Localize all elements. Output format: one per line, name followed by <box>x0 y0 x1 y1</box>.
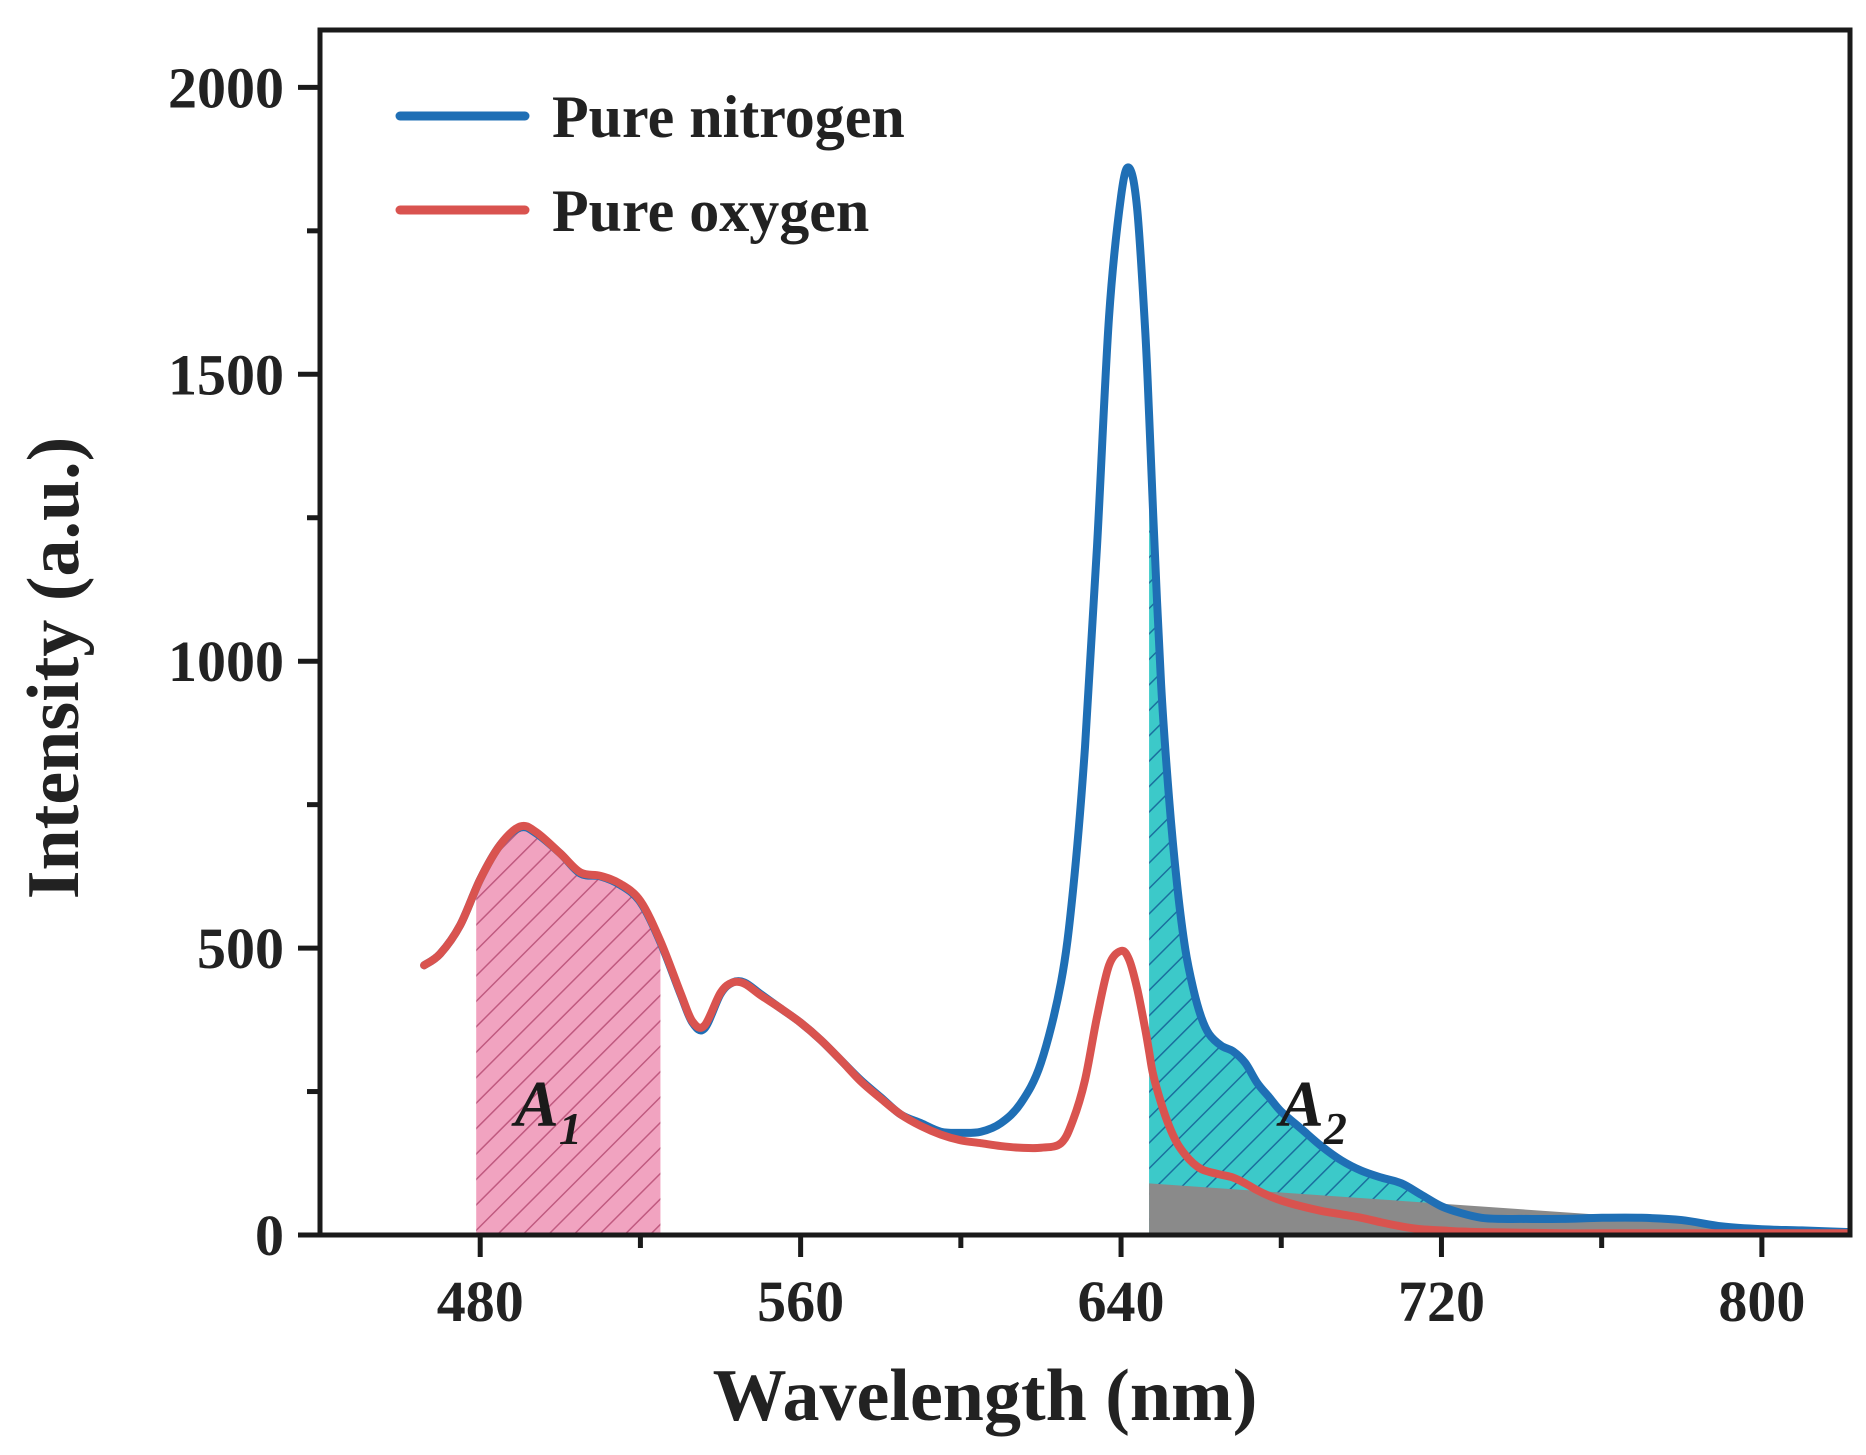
region-a2 <box>1149 414 1850 1235</box>
x-tick-label-720: 720 <box>1398 1269 1485 1334</box>
axis-ticks: 480 560 640 720 800 0 500 1000 1500 2000 <box>168 55 1805 1334</box>
y-tick-label-500: 500 <box>197 916 284 981</box>
y-tick-label-0: 0 <box>255 1203 284 1268</box>
region-label-a1: A1 <box>511 1068 582 1154</box>
x-axis-title: Wavelength (nm) <box>713 1355 1258 1437</box>
x-tick-label-480: 480 <box>437 1269 524 1334</box>
y-tick-label-1500: 1500 <box>168 342 284 407</box>
axes-frame <box>317 27 1853 1238</box>
y-tick-label-2000: 2000 <box>168 55 284 120</box>
series-line-pure-oxygen <box>420 821 1850 1235</box>
legend: Pure nitrogen Pure oxygen <box>395 84 905 244</box>
series-lines <box>420 163 1850 1235</box>
y-tick-label-1000: 1000 <box>168 629 284 694</box>
legend-label-pure-oxygen: Pure oxygen <box>552 178 869 244</box>
x-tick-label-640: 640 <box>1078 1269 1165 1334</box>
x-tick-label-800: 800 <box>1718 1269 1805 1334</box>
y-axis-title: Intensity (a.u.) <box>13 437 95 900</box>
region-annotations: A1 A2 <box>511 1068 1347 1154</box>
region-label-a2: A2 <box>1276 1068 1347 1154</box>
legend-label-pure-nitrogen: Pure nitrogen <box>552 84 905 150</box>
x-tick-label-560: 560 <box>757 1269 844 1334</box>
region-a1 <box>476 826 661 1235</box>
